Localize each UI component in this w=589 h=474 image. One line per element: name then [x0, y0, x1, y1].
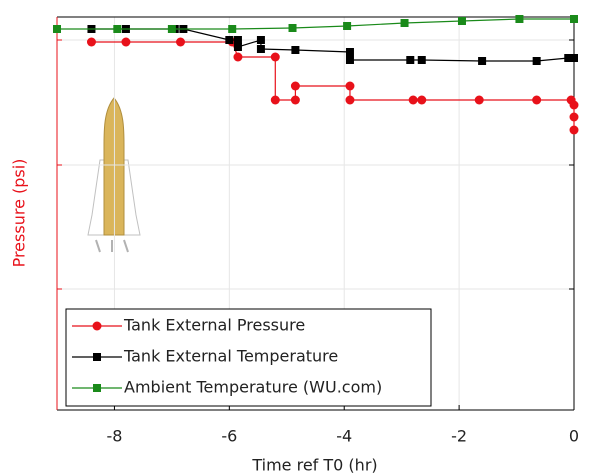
- data-point: [532, 95, 542, 105]
- x-tick-label: -4: [336, 427, 352, 446]
- legend-box: [65, 308, 432, 407]
- data-point: [113, 25, 122, 33]
- y-axis-label: Pressure (psi): [10, 159, 29, 268]
- data-point: [228, 25, 237, 33]
- data-point: [408, 95, 418, 105]
- data-point: [478, 57, 487, 65]
- data-point: [225, 36, 234, 44]
- x-tick-label: -6: [221, 427, 237, 446]
- data-point: [121, 37, 131, 47]
- data-point: [400, 19, 409, 27]
- series-line: [57, 18, 574, 30]
- series-line: [91, 28, 574, 62]
- legend-marker: [93, 384, 101, 392]
- data-point: [256, 45, 265, 53]
- x-axis-label: Time ref T0 (hr): [251, 456, 377, 474]
- data-point: [532, 57, 541, 65]
- data-point: [290, 95, 300, 105]
- data-point: [233, 36, 242, 44]
- x-tick-label: 0: [569, 427, 579, 446]
- data-point: [270, 52, 280, 62]
- series-line: [91, 41, 575, 130]
- x-tick-label: -8: [106, 427, 122, 446]
- data-point: [345, 95, 355, 105]
- data-point: [564, 54, 573, 62]
- data-point: [233, 52, 243, 62]
- data-point: [343, 22, 352, 30]
- data-point: [167, 25, 176, 33]
- data-point: [570, 15, 578, 23]
- data-point: [270, 95, 280, 105]
- legend-marker: [92, 321, 102, 331]
- data-point: [417, 95, 427, 105]
- legend-label: Tank External Temperature: [123, 347, 338, 366]
- data-point: [406, 56, 415, 64]
- data-point: [569, 112, 579, 122]
- data-point: [291, 46, 300, 54]
- x-tick-label: -2: [451, 427, 467, 446]
- data-point: [290, 81, 300, 91]
- legend-marker: [93, 353, 101, 361]
- data-point: [569, 125, 579, 135]
- data-point: [176, 37, 186, 47]
- legend-label: Ambient Temperature (WU.com): [124, 378, 382, 397]
- data-point: [86, 37, 96, 47]
- data-point: [345, 48, 354, 56]
- data-point: [233, 43, 242, 51]
- data-point: [288, 24, 297, 32]
- data-point: [256, 36, 265, 44]
- legend: Tank External Pressure Tank External Temp…: [65, 308, 432, 407]
- data-point: [345, 56, 354, 64]
- legend-label: Tank External Pressure: [123, 316, 305, 335]
- data-point: [569, 100, 579, 110]
- data-point: [515, 15, 524, 23]
- data-point: [570, 54, 578, 62]
- data-point: [53, 25, 61, 33]
- data-point: [345, 81, 355, 91]
- data-point: [417, 56, 426, 64]
- data-point: [457, 17, 466, 25]
- data-point: [474, 95, 484, 105]
